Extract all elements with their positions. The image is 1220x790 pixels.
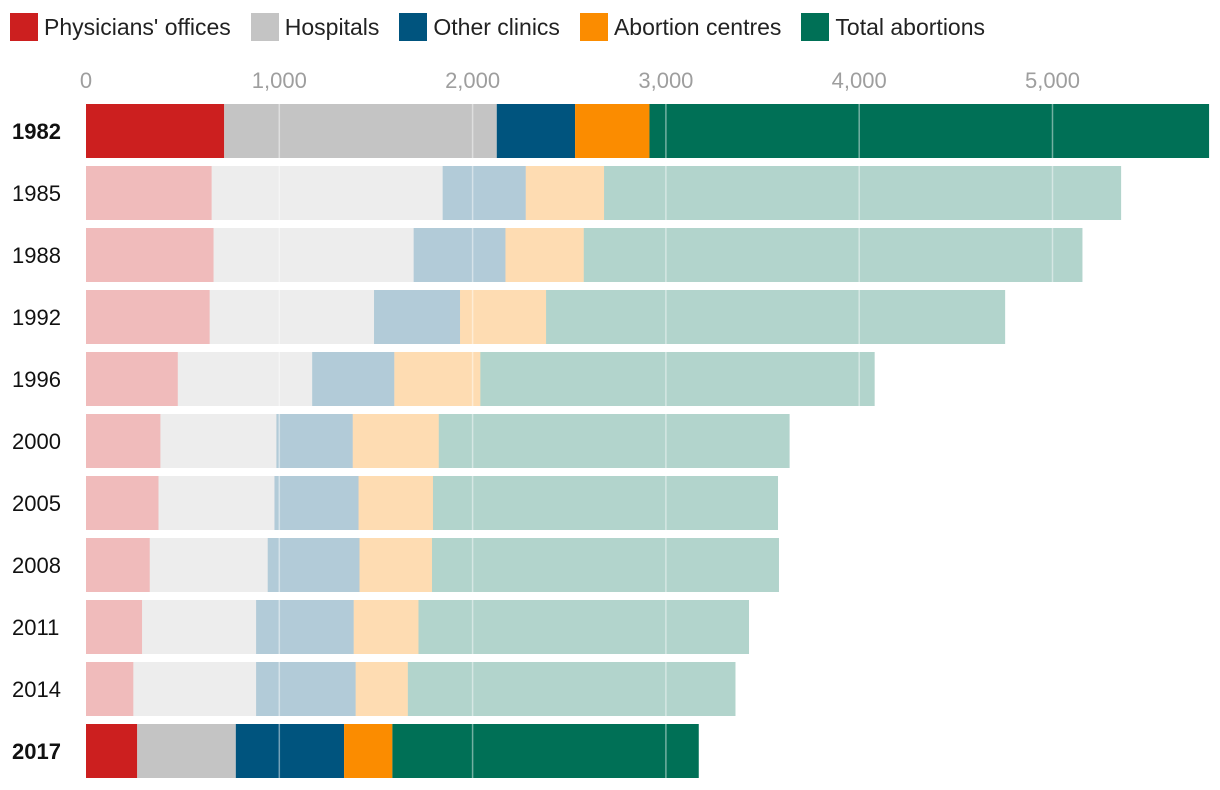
bar-segment-2000-abortion-centres [352,414,439,468]
bar-segment-2005-total-abortions [432,476,779,530]
bar-segment-2000-total-abortions [438,414,790,468]
bar-segment-2017-total-abortions [392,724,699,778]
bar-segment-1985-physicians-offices [86,166,212,220]
tick-label-2000: 2,000 [445,68,500,93]
bar-segment-1996-abortion-centres [394,352,481,406]
chart-legend: Physicians' offices Hospitals Other clin… [10,10,1005,44]
bar-segment-1982-physicians-offices [86,104,225,158]
year-label-1992: 1992 [12,305,61,330]
bar-segment-2005-abortion-centres [358,476,433,530]
bar-segment-1996-total-abortions [480,352,875,406]
bar-segment-2014-total-abortions [407,662,736,716]
bar-segment-1996-other-clinics [312,352,395,406]
bar-segment-1982-abortion-centres [575,104,650,158]
year-label-2017: 2017 [12,739,61,764]
tick-label-3000: 3,000 [638,68,693,93]
legend-swatch [801,13,830,41]
bar-segment-2011-other-clinics [256,600,354,654]
legend-swatch [10,13,38,41]
year-label-2000: 2000 [12,429,61,454]
bar-segment-2000-other-clinics [276,414,353,468]
bar-segment-2011-hospitals [142,600,257,654]
legend-item-abortion-centres: Abortion centres [579,13,782,41]
bar-segment-1988-physicians-offices [86,228,214,282]
bar-segment-1985-total-abortions [604,166,1122,220]
bar-segment-2008-abortion-centres [359,538,433,592]
tick-label-1000: 1,000 [252,68,307,93]
bar-segment-2011-abortion-centres [353,600,419,654]
bar-segment-1985-hospitals [211,166,443,220]
legend-label: Other clinics [433,13,560,40]
tick-label-4000: 4,000 [832,68,887,93]
bar-segment-2008-physicians-offices [86,538,150,592]
legend-swatch [399,13,428,41]
tick-label-5000: 5,000 [1025,68,1080,93]
bar-segment-2017-physicians-offices [86,724,138,778]
bar-segment-1985-other-clinics [442,166,526,220]
bar-segment-1992-total-abortions [546,290,1006,344]
bar-segment-1988-hospitals [213,228,414,282]
bar-segment-1992-physicians-offices [86,290,210,344]
bar-segment-1992-abortion-centres [460,290,547,344]
bars-group [86,104,1210,778]
bar-segment-1988-other-clinics [413,228,506,282]
legend-item-total-abortions: Total abortions [801,13,985,41]
x-axis-ticks: 0 1,000 2,000 3,000 4,000 5,000 [80,68,1080,93]
bar-segment-2017-abortion-centres [344,724,393,778]
legend-label: Hospitals [284,13,380,40]
legend-label: Total abortions [835,13,986,40]
bar-segment-2000-physicians-offices [86,414,161,468]
bar-segment-1988-total-abortions [583,228,1083,282]
bar-segment-2008-other-clinics [267,538,360,592]
gridlines-group [278,96,1054,778]
year-label-1988: 1988 [12,243,61,268]
bar-segment-1996-physicians-offices [86,352,178,406]
bar-segment-1985-abortion-centres [525,166,605,220]
bar-segment-2014-other-clinics [256,662,356,716]
bar-segment-2005-hospitals [158,476,275,530]
year-label-2011: 2011 [12,615,59,640]
legend-swatch [250,13,279,41]
tick-label-0: 0 [80,68,92,93]
y-axis-labels: 1982 1985 1988 1992 1996 2000 2005 2008 2011 2014… [12,119,61,764]
legend-item-other-clinics: Other clinics [399,13,560,41]
bar-segment-1988-abortion-centres [505,228,584,282]
bar-segment-2005-physicians-offices [86,476,159,530]
bar-segment-2005-other-clinics [274,476,359,530]
legend-label: Abortion centres [613,13,782,40]
bar-segment-2000-hospitals [160,414,277,468]
bar-segment-1982-other-clinics [496,104,576,158]
bar-segment-2014-abortion-centres [355,662,408,716]
bar-segment-1992-other-clinics [374,290,461,344]
year-label-2014: 2014 [12,677,61,702]
bar-segment-2011-total-abortions [418,600,750,654]
legend-label: Physicians' offices [44,13,231,40]
bar-segment-1992-hospitals [209,290,375,344]
year-label-1996: 1996 [12,367,61,392]
year-label-2005: 2005 [12,491,61,516]
bar-segment-2017-other-clinics [235,724,345,778]
bar-segment-1982-hospitals [224,104,497,158]
bar-segment-2008-hospitals [149,538,268,592]
year-label-1985: 1985 [12,181,61,206]
legend-item-physicians-offices: Physicians' offices [10,13,231,41]
bar-segment-2017-hospitals [137,724,236,778]
year-label-2008: 2008 [12,553,61,578]
legend-item-hospitals: Hospitals [250,13,380,41]
bar-segment-2008-total-abortions [432,538,779,592]
bar-segment-2014-hospitals [133,662,257,716]
bar-segment-2014-physicians-offices [86,662,134,716]
bar-segment-1982-total-abortions [649,104,1210,158]
year-label-1982: 1982 [12,119,61,144]
bar-segment-1996-hospitals [177,352,313,406]
bar-segment-2011-physicians-offices [86,600,143,654]
legend-swatch [579,13,608,41]
